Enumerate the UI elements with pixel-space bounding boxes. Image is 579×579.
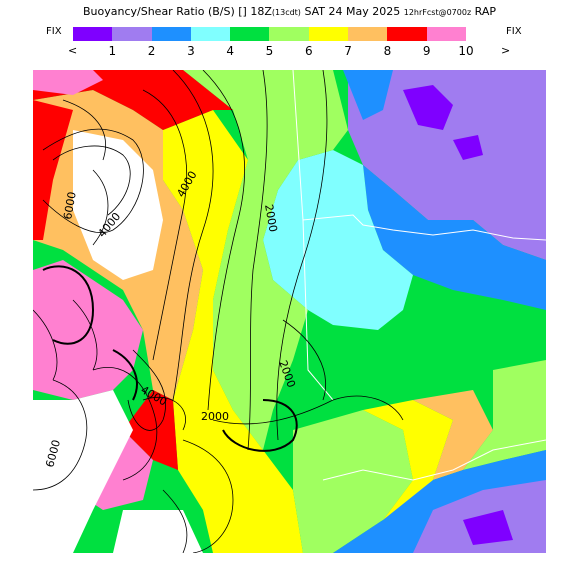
legend-tick-label: 2 (147, 44, 156, 58)
fix-left-label: FIX (46, 26, 62, 37)
greater-than-arrow: > (501, 44, 511, 57)
bold-contours (42, 265, 298, 452)
legend-swatch (387, 27, 427, 41)
legend-swatch (269, 27, 309, 41)
contour-label: 6000 (61, 191, 79, 221)
title-main: Buoyancy/Shear Ratio (B/S) (82, 5, 235, 18)
legend-tick-label: 7 (344, 44, 352, 58)
chart-title: Buoyancy/Shear Ratio (B/S) [] 18Z(13cdt)… (0, 5, 579, 18)
legend-tick-label: 3 (187, 44, 195, 58)
legend-tick-label: 5 (265, 44, 274, 58)
legend-swatch (73, 27, 113, 41)
field-purple-ne (348, 70, 546, 260)
legend-tick-label: 6 (304, 44, 313, 58)
boundary-lines (292, 70, 546, 481)
field-lightgreen (183, 70, 348, 450)
less-than-arrow: < (68, 44, 78, 57)
legend-swatch (112, 27, 152, 41)
field-white-sw (33, 390, 133, 553)
ratio-map: 6000 4000 4000 2000 2000 4000 2000 6000 (33, 70, 546, 553)
field-blue-east (363, 165, 546, 310)
legend-swatch (426, 27, 466, 41)
field-blue-ne (343, 70, 393, 120)
legend-tick-labels: 1 2 3 4 5 6 7 8 9 10 (0, 44, 579, 60)
contour-label: 2000 (262, 203, 280, 233)
field-lightgreen-far-se (463, 360, 546, 470)
contour-label: 2000 (201, 410, 229, 423)
field-white-s (113, 510, 203, 553)
color-legend-bar (73, 27, 466, 41)
contour-lines (33, 70, 404, 553)
title-run: (13cdt) (271, 8, 301, 17)
field-pink-nw (33, 70, 103, 95)
legend-swatch (308, 27, 349, 41)
field-orange-se (413, 390, 493, 480)
title-units: [] 18Z (238, 5, 272, 18)
legend-swatch (230, 27, 270, 41)
field-yellow (163, 110, 303, 553)
field-violet-se (463, 510, 513, 545)
legend-tick-label: 9 (422, 44, 431, 58)
legend-tick-label: 4 (226, 44, 235, 58)
legend-swatch (190, 27, 231, 41)
legend-swatch (151, 27, 191, 41)
title-model: RAP (474, 5, 497, 18)
title-fcst: 12hrFcst@0700z (403, 8, 472, 17)
field-red-west (33, 100, 73, 240)
map-svg: 6000 4000 4000 2000 2000 4000 2000 6000 (33, 70, 546, 553)
field-violet-ne1 (403, 85, 453, 130)
field-cyan-central (263, 150, 413, 330)
field-yellow-se (363, 400, 453, 520)
legend-tick-label: 10 (458, 44, 474, 58)
legend-tick-label: 8 (383, 44, 392, 58)
legend-swatch (348, 27, 388, 41)
field-lightgreen-se (293, 410, 413, 553)
legend-tick-label: 1 (108, 44, 117, 58)
fix-right-label: FIX (506, 26, 522, 37)
field-violet-ne2 (453, 135, 483, 160)
title-date: SAT 24 May 2025 (304, 5, 401, 18)
